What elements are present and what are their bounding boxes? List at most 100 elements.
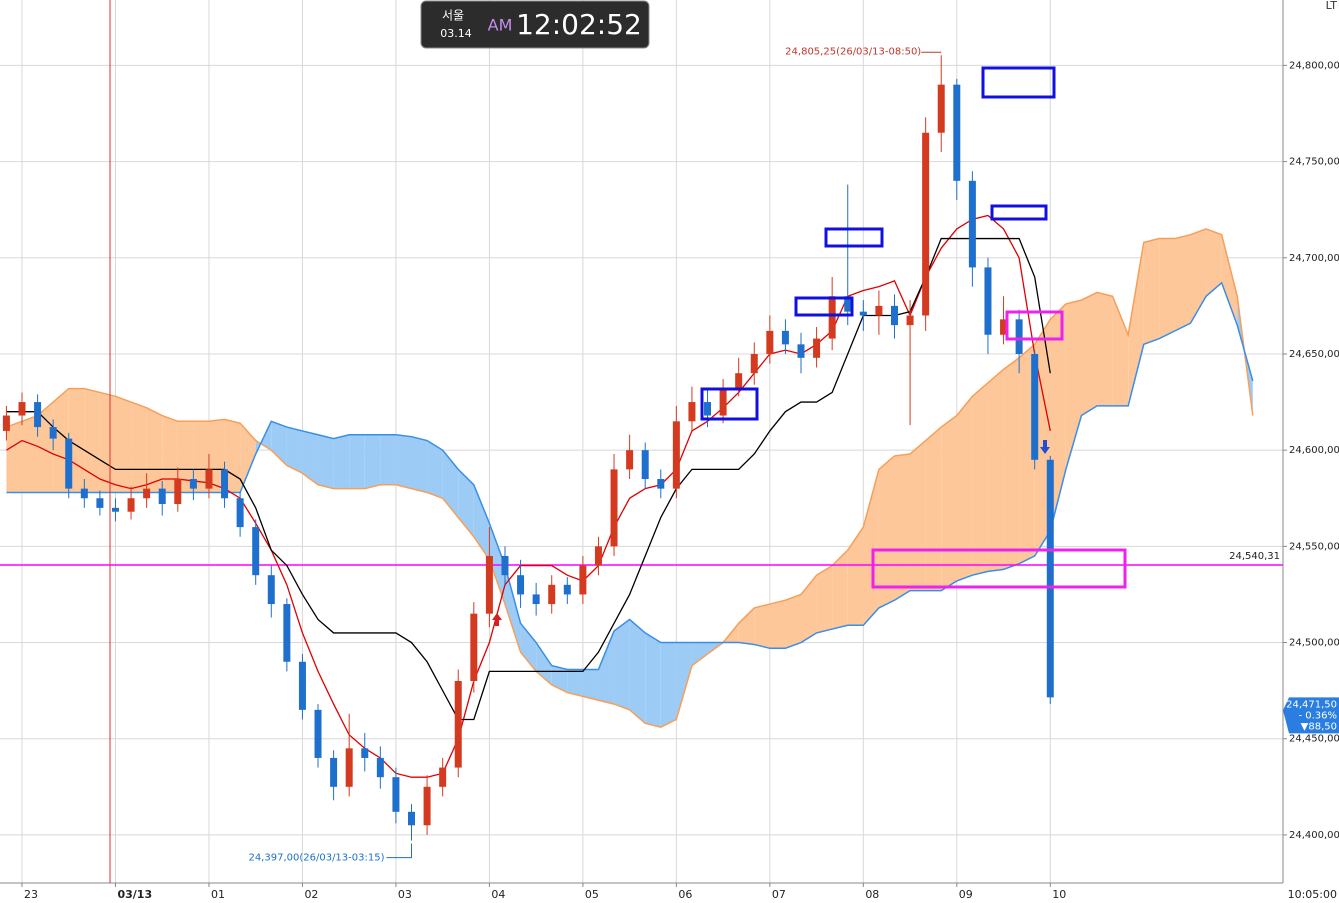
candle-body: [65, 438, 73, 489]
cloud-segment: [1003, 357, 1020, 570]
cloud-segment: [925, 427, 942, 591]
y-tick-label: 24,750,00: [1289, 157, 1339, 168]
cloud-span-a: [6, 228, 1254, 728]
x-tick-label: 09: [959, 888, 973, 901]
clock-date: 03.14: [440, 27, 472, 40]
candle-body: [267, 575, 275, 605]
candle-body: [111, 507, 119, 512]
cloud-segment: [6, 421, 22, 493]
drawn-box: [794, 296, 854, 317]
candle-body: [80, 488, 88, 499]
x-tick-label: 04: [491, 888, 505, 901]
candle-body: [579, 565, 587, 595]
cloud-segment: [162, 415, 178, 493]
last-price-tag: [1283, 697, 1339, 734]
cloud-segment: [333, 434, 350, 489]
cloud-segment: [629, 619, 646, 724]
candle-body: [501, 555, 509, 576]
cloud-segment: [427, 440, 443, 499]
x-tick-label: 01: [211, 888, 225, 901]
candle-body: [626, 450, 634, 470]
candle-body: [813, 338, 821, 358]
cloud-segment: [1034, 319, 1051, 556]
candle-body: [828, 296, 836, 339]
candle-body: [922, 132, 930, 316]
cloud-segment: [520, 623, 537, 672]
candle-body: [688, 402, 696, 422]
cloud-segment: [442, 450, 459, 518]
cloud-segment: [318, 434, 334, 489]
y-tick-label: 24,400,00: [1289, 830, 1339, 841]
cloud-segment: [208, 419, 225, 493]
cloud-segment: [769, 600, 786, 649]
drawn-box: [700, 387, 759, 421]
clock-ampm: AM: [488, 16, 513, 35]
cloud-segment: [131, 402, 147, 493]
high-note: 24,805,25(26/03/13-08:50): [785, 46, 921, 57]
cloud-segment: [240, 423, 256, 493]
cloud-segment: [551, 665, 568, 693]
candle-body: [392, 777, 400, 812]
cloud-segment: [785, 594, 801, 649]
clock: 서울 03.14 AM 12:02:52: [420, 0, 650, 49]
candle-body: [423, 786, 431, 826]
cloud-segment: [411, 436, 428, 493]
x-tick-label: 07: [772, 888, 786, 901]
sell-signal: [1040, 440, 1050, 454]
candle-body: [314, 709, 322, 758]
cloud-segment: [193, 421, 209, 493]
cloud-segment: [987, 369, 1004, 572]
candle-body: [298, 661, 306, 710]
x-tick-label: 08: [865, 888, 879, 901]
buy-signal: [492, 613, 502, 626]
cloud-segment: [894, 454, 911, 601]
candle-body: [984, 267, 992, 335]
candle-body: [750, 353, 758, 374]
cloud-segment: [941, 415, 957, 591]
cloud-segment: [473, 484, 490, 560]
cloud-segment: [660, 642, 677, 728]
candle-body: [205, 469, 213, 489]
cloud-segment: [1143, 238, 1160, 345]
y-tick-label: 24,550,00: [1289, 541, 1339, 552]
candle-body: [1000, 319, 1008, 335]
cloud-segment: [302, 430, 319, 485]
cloud-segment: [53, 388, 69, 493]
time-label: 10:05:00: [1288, 888, 1337, 901]
x-tick-label: 03/13: [117, 888, 152, 901]
cloud-segment: [614, 619, 630, 710]
candle-body: [361, 748, 369, 758]
y-tick-label: 24,600,00: [1289, 445, 1339, 456]
cloud-segment: [972, 382, 988, 576]
candle-body: [859, 311, 867, 316]
clock-time: 12:02:52: [516, 8, 642, 41]
candle-body: [18, 402, 26, 416]
candle-body: [454, 681, 462, 768]
x-tick-label: 03: [398, 888, 412, 901]
low-note-leader: [386, 843, 412, 859]
cloud-segment: [1206, 228, 1222, 297]
y-tick-label: 24,650,00: [1289, 349, 1339, 360]
cloud-segment: [489, 523, 505, 605]
drawn-box: [824, 227, 884, 248]
cloud-segment: [691, 642, 708, 666]
candle-body: [376, 757, 384, 778]
cloud-segment: [22, 415, 38, 493]
cloud-segment: [1081, 292, 1098, 416]
last-price-change: ▼88,50: [1301, 721, 1337, 732]
cloud-segment: [847, 527, 864, 626]
cloud-segment: [801, 575, 817, 643]
candle-body: [470, 613, 478, 682]
y-tick-label: 24,450,00: [1289, 734, 1339, 745]
cloud-segment: [349, 434, 365, 489]
cloud-segment: [146, 407, 163, 493]
cloud-segment: [1190, 228, 1207, 324]
candle-body: [236, 498, 244, 528]
x-tick-label: 06: [678, 888, 692, 901]
candle-body: [704, 402, 712, 416]
candle-body: [252, 527, 260, 576]
cloud-segment: [738, 607, 755, 645]
cloud-segment: [364, 434, 381, 489]
cloud-segment: [224, 419, 241, 493]
candle-body: [330, 757, 338, 787]
